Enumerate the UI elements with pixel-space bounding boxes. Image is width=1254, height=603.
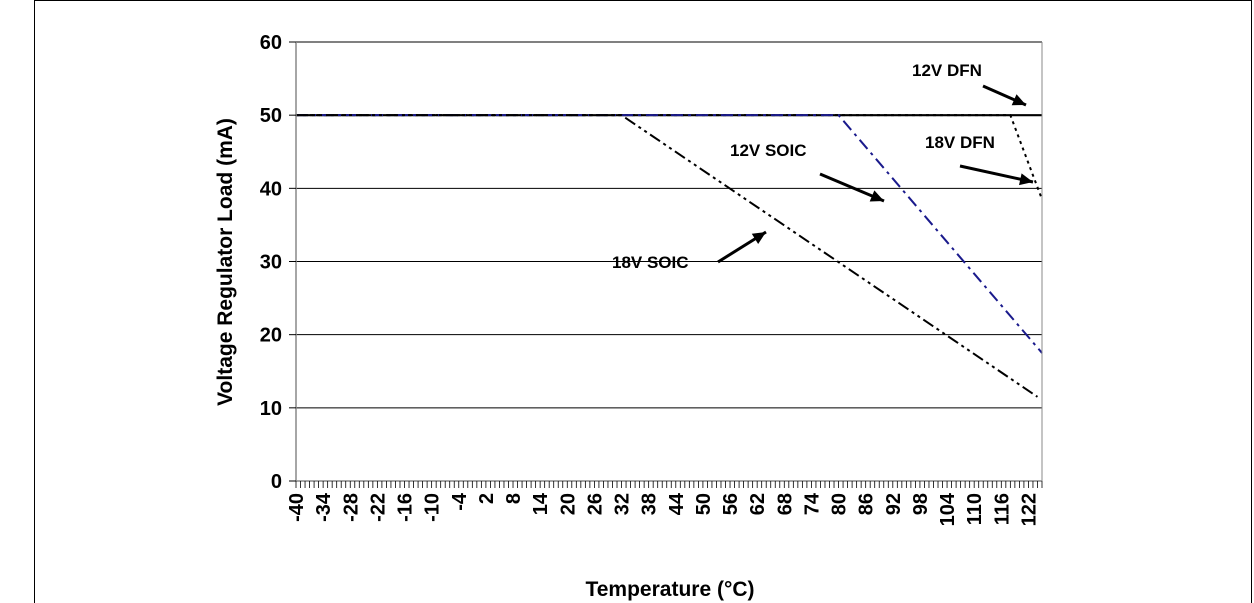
x-tick-label: 122 [1018, 493, 1040, 526]
x-tick-label: -4 [449, 492, 471, 511]
x-tick-label: 92 [883, 493, 905, 515]
series-lines [296, 114, 1043, 398]
y-tick-label: 60 [260, 32, 282, 54]
x-tick-label: 2 [476, 493, 498, 504]
x-tick-label: -16 [395, 493, 417, 522]
x-tick-label: 116 [991, 493, 1013, 525]
grid-lines [296, 41, 1042, 409]
x-tick-label: 80 [829, 493, 851, 515]
x-tick-label: 56 [720, 493, 742, 515]
y-tick-label: 30 [260, 252, 282, 274]
x-axis-title: Temperature (°C) [585, 578, 754, 601]
y-tick-label: 10 [260, 398, 282, 420]
x-tick-label: 32 [612, 493, 634, 515]
x-tick-label: 20 [557, 493, 579, 515]
y-axis-title: Voltage Regulator Load (mA) [214, 118, 237, 406]
x-tick-label: -28 [340, 493, 362, 522]
x-tick-label: 38 [639, 493, 661, 515]
y-tick-labels: 0 10 20 30 40 50 60 [260, 32, 282, 493]
series-line [296, 114, 1043, 200]
y-tick-label: 20 [260, 325, 282, 347]
x-tick-label: 98 [910, 493, 932, 515]
x-tick-label: 44 [666, 492, 688, 515]
y-tick-label: 50 [260, 105, 282, 127]
x-tick-label: -22 [367, 493, 389, 522]
x-tick-label: 26 [584, 493, 606, 515]
annotation-arrowhead [1019, 173, 1033, 186]
x-tick-label: 86 [856, 493, 878, 515]
x-tick-label: -10 [422, 493, 444, 522]
chart-frame [34, 0, 1252, 603]
x-tick-labels: -40 -34 -28 -22 -16 -10 -4 2 8 14 20 26 32 38 44 50 56 62… [286, 492, 1040, 526]
x-tick-label: 14 [530, 492, 552, 515]
annotation-label: 12V DFN [912, 61, 982, 80]
y-tick-label: 40 [260, 178, 282, 200]
annotation-arrowhead [869, 190, 884, 202]
annotations: 12V DFN 18V DFN 12V SOIC 18V SOIC [612, 61, 1034, 272]
series-line [296, 114, 1039, 398]
x-tick-label: -40 [286, 493, 308, 522]
x-tick-label: 110 [964, 493, 986, 525]
x-tick-label: 68 [774, 493, 796, 515]
x-tick-label: 50 [693, 493, 715, 515]
annotation-label: 18V SOIC [612, 253, 689, 272]
x-tick-label: 104 [937, 492, 959, 526]
axes [289, 41, 1043, 488]
y-tick-label: 0 [271, 471, 282, 493]
x-tick-label: 8 [503, 493, 525, 504]
annotation-label: 12V SOIC [730, 141, 807, 160]
x-tick-label: 74 [801, 492, 823, 515]
annotation-arrowhead [751, 232, 766, 244]
annotation-label: 18V DFN [925, 133, 995, 152]
x-tick-label: 62 [747, 493, 769, 515]
x-tick-label: -34 [313, 492, 335, 522]
annotation-arrowhead [1011, 94, 1026, 106]
